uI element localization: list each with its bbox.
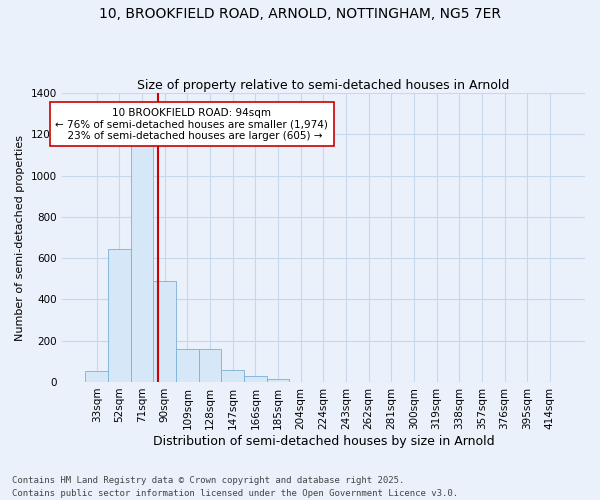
Bar: [85, 370, 108, 382]
Bar: [154, 281, 176, 382]
Bar: [221, 370, 244, 382]
Bar: [176, 349, 199, 382]
Y-axis label: Number of semi-detached properties: Number of semi-detached properties: [15, 134, 25, 340]
Text: 10 BROOKFIELD ROAD: 94sqm
← 76% of semi-detached houses are smaller (1,974)
  23: 10 BROOKFIELD ROAD: 94sqm ← 76% of semi-…: [55, 108, 328, 141]
Bar: [266, 379, 289, 382]
X-axis label: Distribution of semi-detached houses by size in Arnold: Distribution of semi-detached houses by …: [152, 434, 494, 448]
Text: Contains HM Land Registry data © Crown copyright and database right 2025.
Contai: Contains HM Land Registry data © Crown c…: [12, 476, 458, 498]
Bar: [244, 376, 266, 382]
Bar: [131, 142, 154, 382]
Text: 10, BROOKFIELD ROAD, ARNOLD, NOTTINGHAM, NG5 7ER: 10, BROOKFIELD ROAD, ARNOLD, NOTTINGHAM,…: [99, 8, 501, 22]
Bar: [108, 249, 131, 382]
Bar: [199, 349, 221, 382]
Title: Size of property relative to semi-detached houses in Arnold: Size of property relative to semi-detach…: [137, 79, 509, 92]
